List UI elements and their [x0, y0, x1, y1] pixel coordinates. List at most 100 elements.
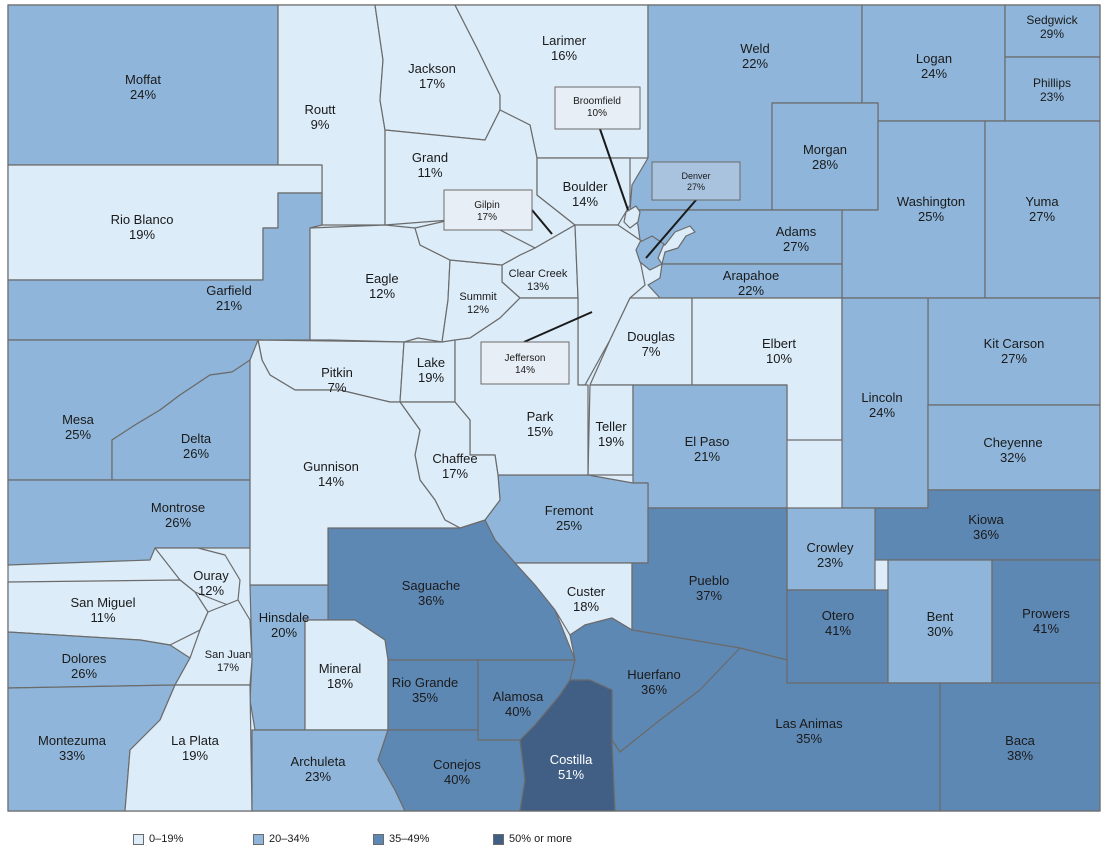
teller-name-label: Teller [595, 419, 627, 434]
delta-name-label: Delta [181, 431, 212, 446]
baca-pct-label: 38% [1007, 748, 1033, 763]
prowers-pct-label: 41% [1033, 621, 1059, 636]
legend-label: 35–49% [389, 833, 430, 845]
dolores-pct-label: 26% [71, 666, 97, 681]
montezuma-pct-label: 33% [59, 748, 85, 763]
legend-item-bin2: 35–49% [373, 833, 429, 845]
teller-pct-label: 19% [598, 434, 624, 449]
legend-item-bin0: 0–19% [133, 833, 183, 845]
conejos-pct-label: 40% [444, 772, 470, 787]
yuma-name-label: Yuma [1025, 194, 1059, 209]
crowley-name-label: Crowley [807, 540, 854, 555]
gunnison-name-label: Gunnison [303, 459, 359, 474]
county-gunnison[interactable] [249, 339, 461, 586]
sedgwick-pct-label: 29% [1040, 27, 1064, 41]
gunnison-pct-label: 14% [318, 474, 344, 489]
denver-pct-label: 27% [687, 182, 705, 192]
prowers-name-label: Prowers [1022, 606, 1070, 621]
saguache-pct-label: 36% [418, 593, 444, 608]
morgan-pct-label: 28% [812, 157, 838, 172]
custer-pct-label: 18% [573, 599, 599, 614]
summit-pct-label: 12% [467, 304, 489, 316]
sedgwick-name-label: Sedgwick [1026, 13, 1078, 27]
mesa-pct-label: 25% [65, 427, 91, 442]
huerfano-name-label: Huerfano [627, 667, 680, 682]
cheyenne-name-label: Cheyenne [983, 435, 1042, 450]
costilla-pct-label: 51% [558, 767, 584, 782]
saguache-name-label: Saguache [402, 578, 461, 593]
bent-pct-label: 30% [927, 624, 953, 639]
las-animas-pct-label: 35% [796, 731, 822, 746]
routt-pct-label: 9% [311, 117, 330, 132]
summit-name-label: Summit [459, 291, 496, 303]
larimer-name-label: Larimer [542, 33, 587, 48]
jefferson-leader-line [523, 311, 593, 343]
logan-name-label: Logan [916, 51, 952, 66]
crowley-pct-label: 23% [817, 555, 843, 570]
douglas-pct-label: 7% [642, 344, 661, 359]
callouts [443, 86, 741, 385]
la-plata-pct-label: 19% [182, 748, 208, 763]
jackson-name-label: Jackson [408, 61, 456, 76]
la-plata-name-label: La Plata [171, 733, 219, 748]
county-costilla[interactable] [519, 679, 616, 812]
elbert-name-label: Elbert [762, 336, 796, 351]
park-pct-label: 15% [527, 424, 553, 439]
leader-lines [523, 128, 697, 343]
las-animas-name-label: Las Animas [775, 716, 843, 731]
cheyenne-pct-label: 32% [1000, 450, 1026, 465]
county-gilpin[interactable] [414, 219, 536, 266]
kiowa-name-label: Kiowa [968, 512, 1004, 527]
hinsdale-name-label: Hinsdale [259, 610, 310, 625]
jefferson-pct-label: 14% [515, 365, 535, 376]
clear-creek-pct-label: 13% [527, 281, 549, 293]
gilpin-pct-label: 17% [477, 212, 497, 223]
pueblo-pct-label: 37% [696, 588, 722, 603]
county-broomfield[interactable] [623, 205, 641, 229]
archuleta-name-label: Archuleta [291, 754, 347, 769]
pueblo-name-label: Pueblo [689, 573, 729, 588]
arapahoe-name-label: Arapahoe [723, 268, 779, 283]
rio-grande-pct-label: 35% [412, 690, 438, 705]
conejos-name-label: Conejos [433, 757, 481, 772]
lincoln-pct-label: 24% [869, 405, 895, 420]
rio-grande-name-label: Rio Grande [392, 675, 458, 690]
phillips-name-label: Phillips [1033, 76, 1071, 90]
chaffee-name-label: Chaffee [432, 451, 477, 466]
custer-name-label: Custer [567, 584, 606, 599]
legend-item-bin3: 50% or more [493, 833, 572, 845]
gilpin-callout-box [443, 189, 533, 231]
park-name-label: Park [527, 409, 554, 424]
otero-name-label: Otero [822, 608, 855, 623]
kit-carson-name-label: Kit Carson [984, 336, 1045, 351]
chaffee-pct-label: 17% [442, 466, 468, 481]
arapahoe-pct-label: 22% [738, 283, 764, 298]
county-baca[interactable] [939, 682, 1101, 812]
el-paso-pct-label: 21% [694, 449, 720, 464]
legend-swatch [253, 833, 264, 845]
montrose-pct-label: 26% [165, 515, 191, 530]
costilla-name-label: Costilla [550, 752, 593, 767]
legend-item-bin1: 20–34% [253, 833, 309, 845]
county-la-plata[interactable] [124, 684, 253, 812]
county-las-animas[interactable] [611, 647, 941, 812]
mineral-name-label: Mineral [319, 661, 362, 676]
kiowa-pct-label: 36% [973, 527, 999, 542]
yuma-pct-label: 27% [1029, 209, 1055, 224]
legend-label: 0–19% [149, 833, 184, 845]
clear-creek-name-label: Clear Creek [509, 268, 568, 280]
ouray-name-label: Ouray [193, 568, 229, 583]
grand-name-label: Grand [412, 150, 448, 165]
dolores-name-label: Dolores [62, 651, 107, 666]
fremont-name-label: Fremont [545, 503, 594, 518]
mesa-name-label: Mesa [62, 412, 95, 427]
legend-swatch [493, 833, 504, 845]
lake-pct-label: 19% [418, 370, 444, 385]
boulder-name-label: Boulder [563, 179, 608, 194]
moffat-pct-label: 24% [130, 87, 156, 102]
rio-blanco-pct-label: 19% [129, 227, 155, 242]
eagle-name-label: Eagle [365, 271, 398, 286]
morgan-name-label: Morgan [803, 142, 847, 157]
broomfield-leader-line [599, 128, 629, 211]
